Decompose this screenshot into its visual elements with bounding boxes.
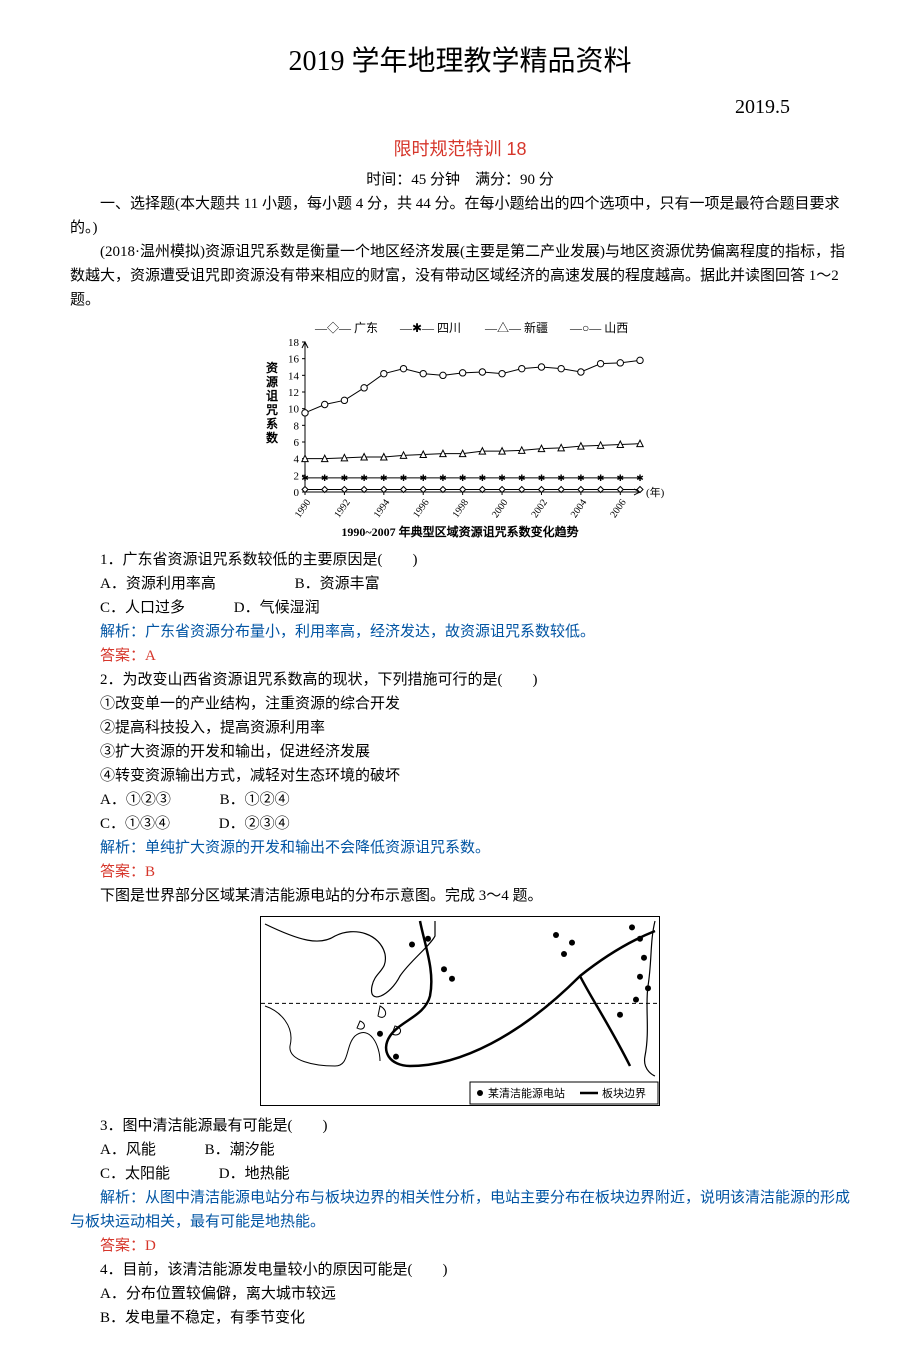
q2-optB: B．①②④ bbox=[220, 792, 290, 808]
q2-opt3: ③扩大资源的开发和输出，促进经济发展 bbox=[70, 740, 850, 764]
svg-text:6: 6 bbox=[294, 437, 300, 449]
svg-text:1992: 1992 bbox=[332, 497, 352, 520]
svg-text:4: 4 bbox=[294, 453, 300, 465]
svg-text:2002: 2002 bbox=[529, 497, 549, 520]
svg-text:✱: ✱ bbox=[538, 472, 546, 482]
q1-optC: C．人口过多 bbox=[100, 600, 185, 616]
svg-text:✱: ✱ bbox=[321, 472, 329, 482]
q4-optB: B．发电量不稳定，有季节变化 bbox=[70, 1306, 850, 1330]
q3-explain: 解析：从图中清洁能源电站分布与板块边界的相关性分析，电站主要分布在板块边界附近，… bbox=[70, 1186, 850, 1234]
svg-text:板块边界: 板块边界 bbox=[602, 1086, 646, 1100]
svg-text:✱: ✱ bbox=[557, 472, 565, 482]
q3-optA: A．风能 bbox=[100, 1142, 156, 1158]
q1-stem: 1．广东省资源诅咒系数较低的主要原因是( ) bbox=[70, 548, 850, 572]
q1-explain: 解析：广东省资源分布量小，利用率高，经济发达，故资源诅咒系数较低。 bbox=[70, 620, 850, 644]
svg-text:✱: ✱ bbox=[459, 472, 467, 482]
svg-text:2006: 2006 bbox=[608, 497, 628, 520]
svg-text:1990: 1990 bbox=[293, 497, 313, 520]
svg-text:咒: 咒 bbox=[266, 403, 278, 417]
svg-text:16: 16 bbox=[288, 353, 300, 365]
q2-optA: A．①②③ bbox=[100, 792, 171, 808]
svg-text:✱: ✱ bbox=[597, 472, 605, 482]
svg-text:1990~2007 年典型区域资源诅咒系数变化趋势: 1990~2007 年典型区域资源诅咒系数变化趋势 bbox=[341, 524, 578, 539]
q2-opt4: ④转变资源输出方式，减轻对生态环境的破坏 bbox=[70, 764, 850, 788]
svg-text:—✱— 四川: —✱— 四川 bbox=[399, 321, 461, 335]
svg-text:源: 源 bbox=[266, 374, 278, 389]
svg-text:1996: 1996 bbox=[411, 497, 431, 520]
chart-1: —◇— 广东 —✱— 四川 —△— 新疆 —○— 山西 0 2 4 6 8 10 12 14 16 18 1… bbox=[70, 320, 850, 540]
q3-stem: 3．图中清洁能源最有可能是( ) bbox=[70, 1114, 850, 1138]
q2-opt2: ②提高科技投入，提高资源利用率 bbox=[70, 716, 850, 740]
q2-explain: 解析：单纯扩大资源的开发和输出不会降低资源诅咒系数。 bbox=[70, 836, 850, 860]
main-title: 2019 学年地理教学精品资料 bbox=[70, 40, 850, 85]
svg-text:✱: ✱ bbox=[301, 472, 309, 482]
section-intro: 一、选择题(本大题共 11 小题，每小题 4 分，共 44 分。在每小题给出的四… bbox=[70, 192, 850, 240]
svg-text:✱: ✱ bbox=[380, 472, 388, 482]
svg-text:10: 10 bbox=[288, 403, 300, 415]
svg-text:1994: 1994 bbox=[372, 497, 392, 520]
svg-text:2000: 2000 bbox=[490, 497, 510, 520]
svg-text:✱: ✱ bbox=[617, 472, 625, 482]
q1-answer: 答案：A bbox=[70, 644, 850, 668]
svg-text:某清洁能源电站: 某清洁能源电站 bbox=[488, 1086, 565, 1100]
q2-opt1: ①改变单一的产业结构，注重资源的综合开发 bbox=[70, 692, 850, 716]
svg-text:(年): (年) bbox=[646, 485, 665, 499]
svg-text:✱: ✱ bbox=[360, 472, 368, 482]
svg-text:14: 14 bbox=[288, 370, 300, 382]
q1-optA: A．资源利用率高 bbox=[100, 576, 216, 592]
svg-text:2004: 2004 bbox=[569, 497, 589, 520]
q1-optB: B．资源丰富 bbox=[295, 576, 380, 592]
svg-text:2: 2 bbox=[294, 470, 300, 482]
svg-text:资: 资 bbox=[266, 360, 278, 375]
passage-1: (2018·温州模拟)资源诅咒系数是衡量一个地区经济发展(主要是第二产业发展)与… bbox=[70, 240, 850, 312]
date: 2019.5 bbox=[70, 91, 790, 123]
svg-text:18: 18 bbox=[288, 337, 300, 349]
svg-text:✱: ✱ bbox=[341, 472, 349, 482]
q2-answer: 答案：B bbox=[70, 860, 850, 884]
q2-optC: C．①③④ bbox=[100, 816, 170, 832]
svg-text:✱: ✱ bbox=[439, 472, 447, 482]
q3-optC: C．太阳能 bbox=[100, 1166, 170, 1182]
svg-text:✱: ✱ bbox=[419, 472, 427, 482]
map-figure: 某清洁能源电站 板块边界 bbox=[70, 916, 850, 1106]
svg-text:—△— 新疆: —△— 新疆 bbox=[484, 320, 548, 335]
svg-text:✱: ✱ bbox=[518, 472, 526, 482]
timing: 时间：45 分钟 满分：90 分 bbox=[70, 168, 850, 192]
svg-text:✱: ✱ bbox=[479, 472, 487, 482]
svg-text:1998: 1998 bbox=[451, 497, 471, 520]
svg-text:诅: 诅 bbox=[266, 388, 278, 403]
q3-optD: D．地热能 bbox=[219, 1166, 290, 1182]
q2-stem: 2．为改变山西省资源诅咒系数高的现状，下列措施可行的是( ) bbox=[70, 668, 850, 692]
svg-text:—○— 山西: —○— 山西 bbox=[569, 321, 628, 335]
svg-text:8: 8 bbox=[294, 420, 300, 432]
svg-text:数: 数 bbox=[266, 430, 279, 445]
q4-stem: 4．目前，该清洁能源发电量较小的原因可能是( ) bbox=[70, 1258, 850, 1282]
svg-text:12: 12 bbox=[288, 387, 299, 399]
subtitle: 限时规范特训 18 bbox=[70, 135, 850, 164]
svg-text:✱: ✱ bbox=[577, 472, 585, 482]
svg-text:✱: ✱ bbox=[498, 472, 506, 482]
q3-answer: 答案：D bbox=[70, 1234, 850, 1258]
q2-optD: D．②③④ bbox=[219, 816, 290, 832]
passage-2: 下图是世界部分区域某清洁能源电站的分布示意图。完成 3～4 题。 bbox=[70, 884, 850, 908]
svg-text:—◇— 广东: —◇— 广东 bbox=[314, 321, 378, 335]
q3-optB: B．潮汐能 bbox=[205, 1142, 275, 1158]
svg-text:系: 系 bbox=[266, 416, 278, 431]
svg-text:✱: ✱ bbox=[400, 472, 408, 482]
q1-optD: D．气候湿润 bbox=[234, 600, 320, 616]
svg-text:✱: ✱ bbox=[636, 472, 644, 482]
svg-text:0: 0 bbox=[294, 487, 300, 499]
